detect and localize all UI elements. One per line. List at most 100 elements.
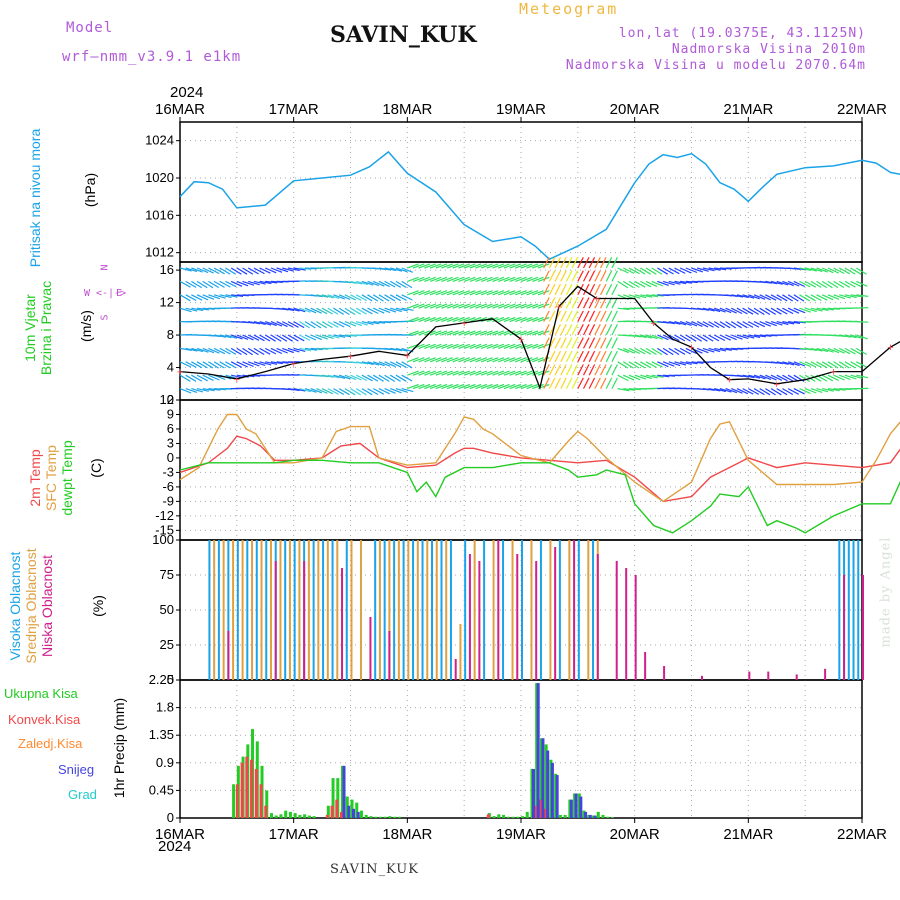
wind-barb [577, 283, 584, 296]
wind-barb [321, 388, 334, 395]
precip-ytick-label: 0 [167, 810, 174, 825]
wind-barb [225, 347, 237, 355]
cloud-bar [440, 540, 443, 680]
x-tick-label-bottom: 18MAR [382, 826, 432, 843]
wind-barb [680, 361, 692, 365]
wind-barb [753, 374, 766, 380]
wind-barb [548, 377, 556, 389]
wind-barb [577, 324, 584, 336]
altitude-label: Nadmorska Visina 2010m [671, 42, 866, 57]
wind-barb [486, 383, 499, 390]
wind-barb [810, 307, 823, 312]
wind-barb [805, 347, 818, 351]
cloud-bar [208, 540, 211, 680]
wind-barb [384, 294, 396, 302]
wind-barb [446, 343, 459, 349]
wind-barb [469, 316, 482, 323]
wind-barb [782, 374, 794, 382]
wind-barb [565, 283, 573, 296]
wind-barb [481, 303, 493, 309]
wind-barb [509, 303, 522, 309]
wind-barb [196, 267, 209, 274]
cloud-bar [359, 540, 362, 680]
wind-barb [827, 361, 839, 369]
wind-barb [787, 280, 800, 287]
wind-barb [202, 347, 215, 354]
wind-barb [571, 337, 579, 349]
wind-barb [782, 321, 795, 325]
wind-gust-marker: + [887, 342, 893, 354]
wind-barb [219, 361, 231, 369]
wind-barb [492, 263, 505, 269]
wind-barb [486, 370, 499, 376]
wind-barb [429, 357, 442, 363]
cloud-bar [378, 540, 381, 680]
legend-hail: Grad [68, 787, 97, 802]
wind-barb [594, 283, 601, 296]
wind-barb [253, 347, 265, 356]
wind-barb [736, 334, 749, 340]
wind-barb [486, 303, 499, 309]
wind-barb [588, 364, 596, 376]
wind-barb [270, 347, 283, 355]
wind-barb [185, 307, 198, 312]
wind-barb [213, 347, 226, 355]
wind-barb [225, 280, 237, 288]
wind-barb [236, 280, 249, 287]
cloud-bar [388, 540, 391, 680]
wind-barb [202, 388, 215, 392]
wind-barb [640, 361, 652, 369]
precip-bar [563, 814, 567, 818]
wind-barb [714, 267, 727, 271]
wind-barb [651, 347, 663, 356]
wind-barb [327, 388, 339, 395]
wind-barb [287, 321, 299, 328]
wind-barb [515, 383, 527, 390]
wind-barb [469, 357, 482, 363]
wind-barb [515, 290, 527, 296]
cloud-bar [241, 540, 244, 680]
wind-barb [231, 294, 244, 297]
wind-barb [582, 283, 590, 296]
wind-barb [554, 337, 562, 349]
wind-barb [520, 316, 533, 323]
wind-barb [316, 388, 328, 394]
wind-barb [742, 307, 754, 315]
wind-gust-marker: + [290, 358, 296, 370]
wind-barb [844, 294, 857, 299]
wind-barb [628, 267, 640, 275]
wind-barb [526, 357, 539, 363]
wind-barb [759, 307, 771, 316]
wind-barb [429, 383, 442, 390]
wind-barb [213, 294, 226, 299]
wind-barb [276, 347, 288, 354]
wind-barb [196, 307, 209, 311]
wind-barb [259, 361, 272, 366]
wind-barb [822, 347, 834, 353]
wind-barb [515, 343, 527, 349]
x-tick-label-top: 16MAR [155, 101, 205, 118]
wind-barb [640, 334, 653, 339]
wind-barb [605, 310, 613, 322]
wind-barb [304, 388, 317, 393]
wind-barb [185, 280, 197, 288]
wind-barb [588, 377, 596, 389]
wind-barb [548, 270, 556, 282]
cloud-bar [393, 540, 396, 680]
wind-barb [310, 334, 323, 341]
cloud-bar [279, 540, 282, 680]
wind-barb [782, 280, 794, 287]
wind-barb [577, 337, 584, 349]
wind-barb [503, 303, 516, 309]
legend-conv-rain: Konvek.Kisa [8, 712, 81, 727]
wind-barb [219, 294, 232, 299]
wind-barb [446, 370, 459, 376]
wind-barb [759, 294, 771, 301]
wind-barb [554, 283, 562, 296]
wind-barb [401, 280, 413, 289]
wind-barb [782, 388, 794, 396]
wind-barb [799, 388, 811, 395]
x-tick-label-bottom: 20MAR [610, 826, 660, 843]
wind-barb [304, 334, 317, 341]
wind-barb [696, 334, 708, 342]
